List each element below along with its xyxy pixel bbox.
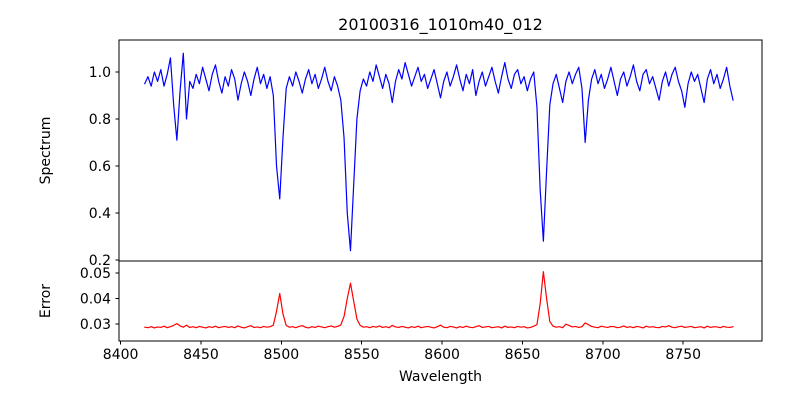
y-ticklabel: 0.4: [89, 206, 111, 222]
x-ticklabel: 8700: [585, 347, 621, 363]
spectrum-data-line: [144, 52, 734, 252]
y-ticklabel: 0.8: [89, 112, 111, 128]
error-y-ticks: 0.03 0.04 0.05: [80, 266, 119, 333]
y-ticklabel: 0.03: [80, 317, 111, 333]
y-ticklabel: 0.6: [89, 159, 111, 175]
x-ticklabel: 8400: [103, 347, 139, 363]
y-ticklabel: 0.2: [89, 253, 111, 269]
error-data-line: [144, 271, 734, 329]
x-ticklabel: 8650: [505, 347, 541, 363]
x-ticklabel: 8550: [344, 347, 380, 363]
spectrum-axis-label: Spectrum: [38, 117, 54, 185]
wavelength-x-ticks: 8400 8450 8500 8550 8600 8650 8700 8750: [103, 341, 701, 363]
wavelength-axis-label: Wavelength: [399, 369, 482, 385]
spectrum-y-ticks: 0.2 0.4 0.6 0.8 1.0: [89, 65, 119, 269]
error-panel: 0.03 0.04 0.05 8400 8450 8500 8550 8600 8650 870…: [38, 260, 763, 363]
figure-title: 20100316_1010m40_012: [338, 15, 543, 35]
y-ticklabel: 0.05: [80, 266, 111, 282]
y-ticklabel: 0.04: [80, 292, 111, 308]
x-ticklabel: 8750: [665, 347, 701, 363]
error-axis-label: Error: [38, 284, 54, 318]
x-ticklabel: 8600: [424, 347, 460, 363]
error-panel-frame: [118, 260, 763, 342]
x-ticklabel: 8500: [264, 347, 300, 363]
error-line-group: [144, 271, 734, 329]
x-ticklabel: 8450: [183, 347, 219, 363]
y-ticklabel: 1.0: [89, 65, 111, 81]
spectrum-line-group: [144, 52, 734, 252]
